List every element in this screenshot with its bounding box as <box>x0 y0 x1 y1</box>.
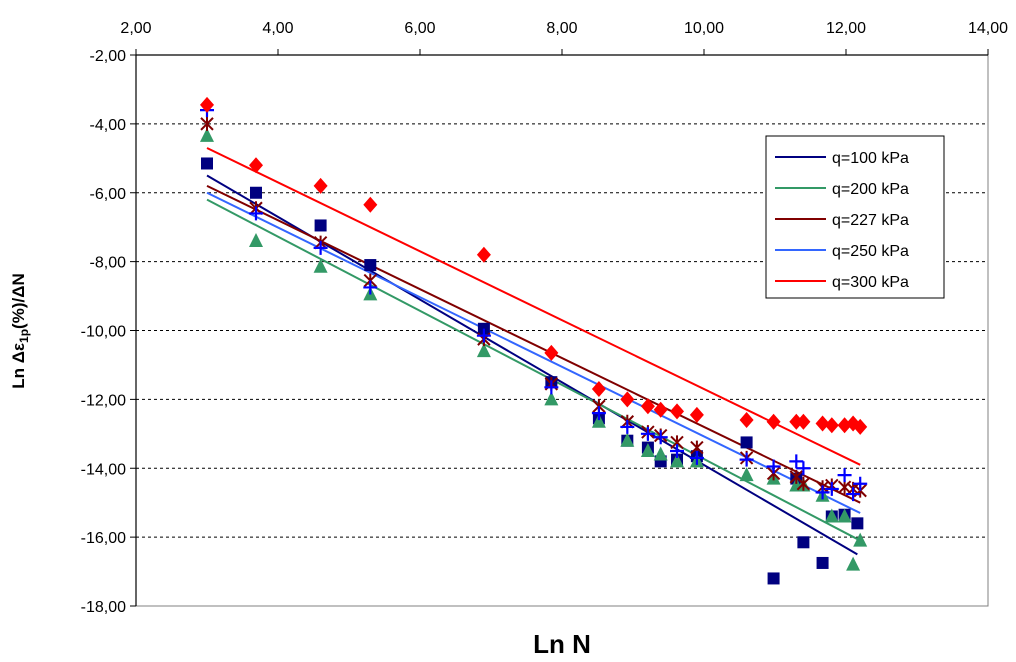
data-point-1 <box>824 508 839 523</box>
data-point-3 <box>824 481 839 496</box>
data-point-0 <box>767 572 780 585</box>
x-tick-label: 14,00 <box>968 20 1008 37</box>
data-point-1 <box>476 343 491 358</box>
data-point-1 <box>846 556 861 571</box>
data-point-1 <box>853 532 868 547</box>
data-point-3 <box>591 406 606 421</box>
data-point-0 <box>314 219 327 232</box>
data-point-1 <box>248 232 263 247</box>
data-point-1 <box>313 258 328 273</box>
legend: q=100 kPa q=200 kPa q=227 kPa q=250 kPa q=30… <box>765 135 945 299</box>
data-point-4 <box>591 381 606 398</box>
x-tick-label: 12,00 <box>826 20 866 37</box>
data-point-3 <box>766 459 781 474</box>
data-point-3 <box>739 452 754 467</box>
data-point-3 <box>846 487 861 502</box>
data-point-3 <box>853 476 868 491</box>
data-point-3 <box>544 380 559 395</box>
legend-box <box>765 135 945 299</box>
data-point-1 <box>670 453 685 468</box>
data-point-3 <box>837 468 852 483</box>
data-point-0 <box>816 556 829 569</box>
x-tick-label: 8,00 <box>546 20 577 37</box>
x-axis-title: Ln N <box>533 629 591 659</box>
y-tick-label: -10,00 <box>81 324 126 341</box>
data-point-1 <box>544 391 559 406</box>
y-tick-label: -4,00 <box>90 117 127 134</box>
data-point-3 <box>689 450 704 465</box>
data-point-1 <box>640 443 655 458</box>
x-tick-label: 10,00 <box>684 20 724 37</box>
data-point-3 <box>476 328 491 343</box>
trendline-4 <box>206 147 861 466</box>
legend-label-3: q=250 kPa <box>832 243 909 260</box>
data-point-0 <box>797 536 810 549</box>
data-point-4 <box>200 96 214 113</box>
data-point-0 <box>364 259 377 272</box>
data-point-1 <box>591 413 606 428</box>
legend-label-2: q=227 kPa <box>832 212 909 229</box>
data-point-2 <box>796 476 811 491</box>
data-point-3 <box>620 419 635 434</box>
data-point-4 <box>544 344 559 361</box>
y-axis-title: Ln Δε1p(%)/ΔN <box>9 273 31 388</box>
trendline-1 <box>206 198 861 542</box>
data-point-1 <box>620 432 635 447</box>
data-point-0 <box>740 436 753 449</box>
data-point-0 <box>249 186 262 199</box>
x-tick-label: 2,00 <box>120 20 151 37</box>
data-point-1 <box>653 446 668 461</box>
markers <box>200 96 868 585</box>
data-point-4 <box>815 415 830 432</box>
data-point-1 <box>739 467 754 482</box>
legend-label-4: q=300 kPa <box>832 274 909 291</box>
y-tick-label: -12,00 <box>81 392 126 409</box>
data-point-3 <box>248 206 263 221</box>
y-tick-label: -18,00 <box>81 599 126 616</box>
data-point-2 <box>200 116 214 131</box>
data-point-4 <box>789 413 804 430</box>
y-tick-label: -14,00 <box>81 461 126 478</box>
data-point-4 <box>739 412 754 429</box>
data-point-4 <box>620 391 635 408</box>
data-point-3 <box>815 485 830 500</box>
data-point-4 <box>689 406 704 423</box>
data-point-0 <box>201 157 213 170</box>
data-point-4 <box>853 418 868 435</box>
axes: -2,00 -4,00 -6,00 -8,00 -10,00 -12,00 -14,00 -1… <box>81 20 1008 616</box>
data-point-4 <box>640 398 655 415</box>
data-point-3 <box>653 430 668 445</box>
data-point-4 <box>766 413 781 430</box>
data-point-4 <box>248 157 263 174</box>
y-tick-label: -16,00 <box>81 530 126 547</box>
data-point-4 <box>837 417 852 434</box>
data-point-4 <box>796 413 811 430</box>
y-axis-title-suffix: (%)/ΔN <box>9 273 28 329</box>
data-point-4 <box>670 403 685 420</box>
data-point-3 <box>313 240 328 255</box>
data-point-3 <box>796 461 811 476</box>
data-point-4 <box>476 246 491 263</box>
data-point-3 <box>789 454 804 469</box>
legend-label-0: q=100 kPa <box>832 150 909 167</box>
y-axis-title-sub: 1p <box>17 329 31 343</box>
y-tick-label: -6,00 <box>90 186 127 203</box>
data-point-3 <box>363 280 378 295</box>
y-axis-title-main: Ln Δε <box>9 343 28 389</box>
data-point-4 <box>653 401 668 418</box>
data-point-1 <box>837 508 852 523</box>
legend-label-1: q=200 kPa <box>832 181 909 198</box>
x-tick-label: 6,00 <box>404 20 435 37</box>
y-tick-label: -8,00 <box>90 255 127 272</box>
data-point-4 <box>313 177 328 194</box>
data-point-3 <box>640 426 655 441</box>
data-point-4 <box>363 196 378 213</box>
y-tick-label: -2,00 <box>90 48 127 65</box>
data-point-0 <box>851 517 864 530</box>
data-point-1 <box>200 127 214 142</box>
data-point-3 <box>670 444 685 459</box>
data-point-4 <box>824 417 839 434</box>
x-tick-label: 4,00 <box>262 20 293 37</box>
